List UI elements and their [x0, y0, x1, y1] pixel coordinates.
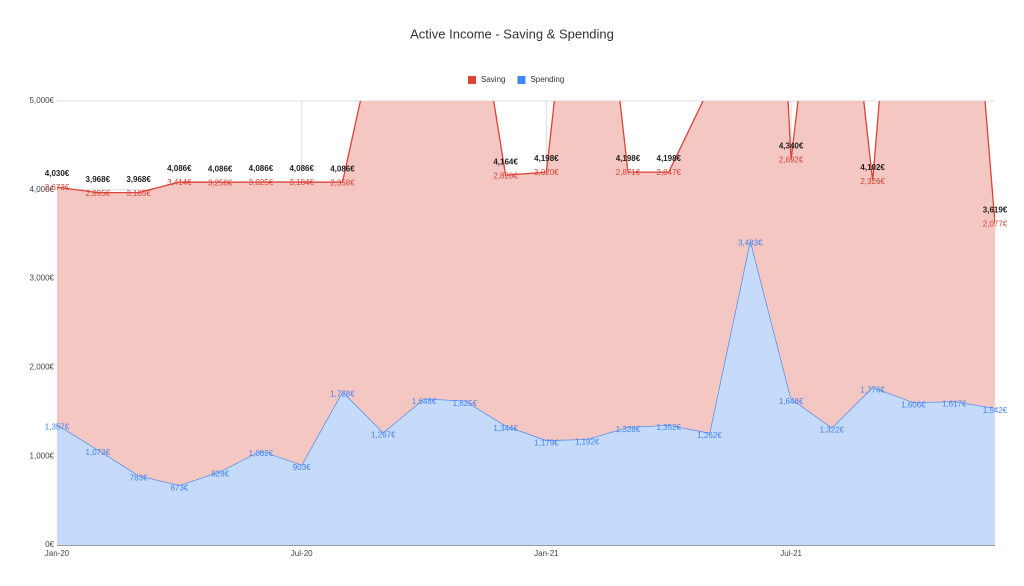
data-label: 3,025€ [249, 178, 274, 187]
data-label: 903€ [293, 463, 311, 472]
y-tick-label: 2,000€ [30, 363, 55, 372]
y-tick-label: 1,000€ [30, 451, 55, 460]
total-label: 4,164€ [493, 157, 518, 166]
data-label: 2,820€ [493, 171, 518, 180]
x-tick-label: Jul-20 [291, 549, 313, 558]
data-label: 3,020€ [534, 168, 559, 177]
data-label: 1,179€ [534, 438, 559, 447]
y-tick-label: 4,000€ [30, 185, 55, 194]
data-label: 3,258€ [208, 178, 233, 187]
data-label: 2,871€ [616, 168, 641, 177]
data-label: 3,185€ [126, 189, 151, 198]
legend-label: Saving [481, 75, 505, 84]
data-label: 828€ [211, 470, 229, 479]
data-label: 673€ [170, 483, 188, 492]
y-tick-label: 5,000€ [30, 96, 55, 105]
data-label: 2,673€ [45, 183, 70, 192]
x-tick-label: Jan-21 [534, 549, 559, 558]
data-label: 1,073€ [86, 448, 111, 457]
data-label: 1,648€ [412, 397, 437, 406]
data-label: 1,344€ [493, 424, 518, 433]
data-label: 1,267€ [371, 431, 396, 440]
data-label: 783€ [130, 474, 148, 483]
data-label: 1,322€ [820, 426, 845, 435]
data-label: 3,184€ [289, 178, 314, 187]
legend-label: Spending [530, 75, 564, 84]
total-label: 4,086€ [208, 164, 233, 173]
data-label: 2,692€ [779, 156, 804, 165]
data-label: 1,357€ [45, 423, 70, 432]
total-label: 4,340€ [779, 142, 804, 151]
y-tick-label: 0€ [45, 540, 54, 549]
data-label: 2,358€ [330, 178, 355, 187]
total-label: 4,030€ [45, 169, 70, 178]
total-label: 4,086€ [167, 164, 192, 173]
data-label: 1,606€ [901, 400, 926, 409]
legend-swatch [517, 76, 526, 84]
total-label: 4,086€ [249, 164, 274, 173]
data-label: 1,328€ [616, 425, 641, 434]
data-label: 2,077€ [983, 220, 1008, 229]
data-label: 1,728€ [330, 390, 355, 399]
data-label: 1,192€ [575, 437, 600, 446]
y-tick-label: 3,000€ [30, 274, 55, 283]
data-label: 2,326€ [860, 177, 885, 186]
data-label: 1,542€ [983, 406, 1008, 415]
line [57, 101, 995, 224]
x-tick-label: Jan-20 [45, 549, 70, 558]
data-label: 3,414€ [167, 178, 192, 187]
chart-title: Active Income - Saving & Spending [410, 26, 614, 41]
total-label: 4,198€ [657, 154, 682, 163]
data-label: 1,776€ [860, 385, 885, 394]
data-label: 1,617€ [942, 400, 967, 409]
plot-area [57, 101, 995, 545]
legend-swatch [468, 76, 476, 84]
x-tick-label: Jul-21 [780, 549, 802, 558]
area [57, 101, 995, 486]
area [57, 240, 995, 545]
total-label: 3,968€ [126, 175, 151, 184]
data-label: 1,625€ [453, 399, 478, 408]
total-label: 4,102€ [860, 163, 885, 172]
data-label: 3,433€ [738, 238, 763, 247]
data-label: 1,352€ [657, 423, 682, 432]
data-label: 1,648€ [779, 397, 804, 406]
data-label: 1,062€ [249, 449, 274, 458]
data-label: 1,262€ [697, 431, 722, 440]
data-label: 2,895€ [86, 189, 111, 198]
total-label: 4,086€ [330, 164, 355, 173]
total-label: 4,086€ [289, 164, 314, 173]
total-label: 3,619€ [983, 206, 1008, 215]
total-label: 4,198€ [534, 154, 559, 163]
total-label: 3,968€ [86, 175, 111, 184]
total-label: 4,198€ [616, 154, 641, 163]
data-label: 2,847€ [657, 168, 682, 177]
